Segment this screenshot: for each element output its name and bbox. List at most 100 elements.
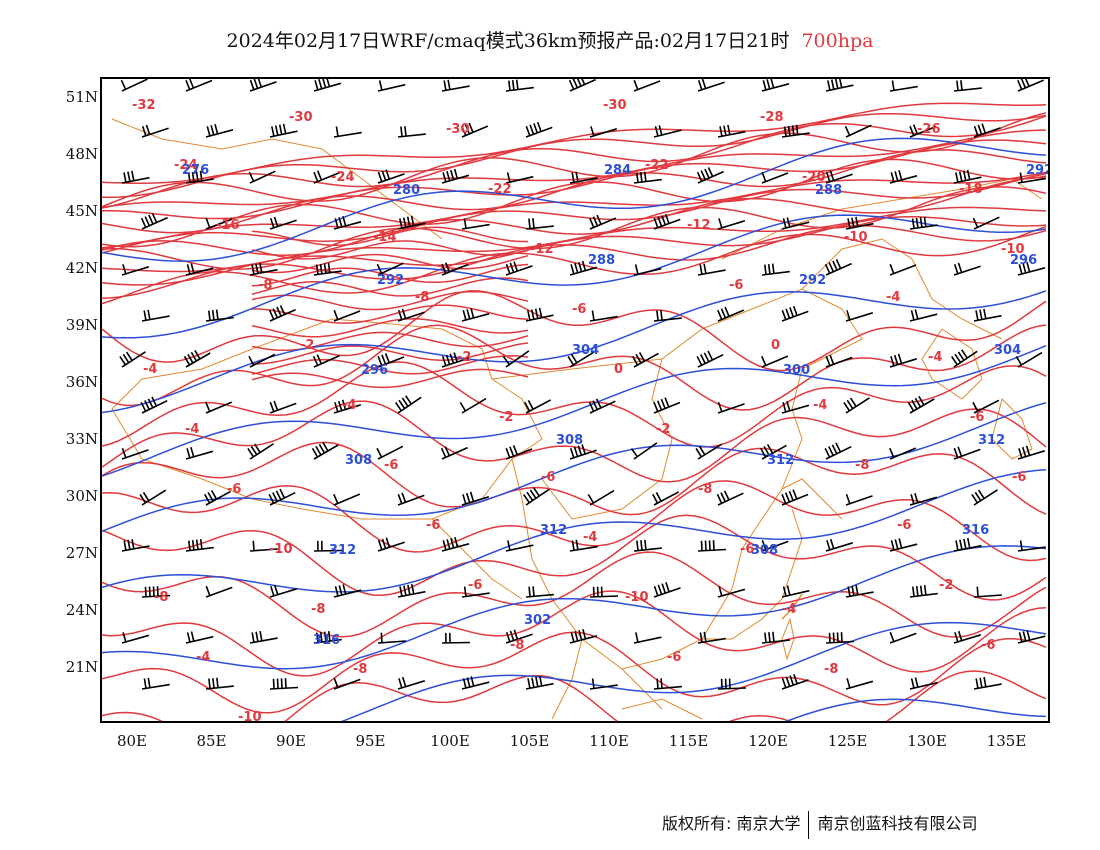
wind-barb (1017, 630, 1046, 644)
temperature-label: -6 (667, 650, 681, 665)
wind-barb (121, 264, 150, 276)
wind-barb (697, 540, 727, 552)
temperature-isoline (102, 400, 1047, 483)
wind-barb (587, 489, 615, 506)
temperature-label: -2 (457, 350, 471, 365)
wind-barb (205, 401, 233, 414)
wind-barb (759, 444, 787, 460)
wind-barb (951, 349, 978, 368)
wind-barb (459, 397, 487, 414)
wind-barb (248, 353, 276, 368)
wind-barb (121, 447, 149, 460)
temperature-isoline (102, 480, 1047, 562)
temperature-label: -30 (603, 98, 627, 113)
wind-barb (1017, 540, 1046, 552)
wind-barb (441, 352, 469, 368)
temperature-label: -6 (572, 302, 586, 317)
temperature-label: -8 (824, 662, 838, 677)
wind-barb (697, 79, 725, 92)
temperature-label: -4 (143, 362, 157, 377)
temperature-isoline (102, 551, 1047, 638)
wind-barb (633, 79, 661, 92)
temperature-label: -6 (981, 638, 995, 653)
lon-label: 125E (827, 732, 868, 750)
lat-label: 27N (65, 544, 98, 562)
temperature-isoline (102, 149, 1047, 234)
wind-barb (825, 354, 853, 368)
wind-barb (525, 121, 553, 138)
wind-barb (781, 585, 810, 598)
wind-barb (569, 539, 598, 552)
wind-barb (441, 632, 471, 644)
title-text: 2024年02月17日WRF/cmaq模式36km预报产品:02月17日21时 (226, 30, 790, 52)
wind-barb (953, 80, 982, 92)
wind-barb (567, 351, 595, 368)
wind-barb (205, 123, 234, 138)
lon-label: 110E (589, 732, 629, 750)
wind-barb (247, 443, 274, 460)
height-label: 276 (182, 163, 209, 178)
temperature-label: -10 (238, 710, 262, 721)
wind-barb (825, 538, 854, 552)
temperature-label: -16 (216, 218, 240, 233)
lon-label: 90E (275, 732, 307, 750)
temperature-isoline (102, 290, 1047, 372)
wind-barb (973, 586, 1002, 598)
wind-barb (716, 490, 744, 506)
wind-barb (461, 122, 489, 138)
wind-barb (312, 354, 340, 368)
wind-barb (461, 586, 490, 598)
temperature-label: -4 (782, 602, 796, 617)
lon-label: 120E (748, 732, 788, 750)
wind-barb (441, 168, 470, 184)
wind-barb (1017, 445, 1046, 460)
wind-barb (889, 80, 918, 92)
wind-barb (185, 170, 214, 184)
temperature-label: -4 (583, 530, 597, 545)
temperature-isoline (102, 172, 1047, 254)
temperature-label: -22 (645, 158, 669, 173)
height-label: 304 (994, 343, 1021, 358)
wind-barb (761, 539, 789, 552)
wind-barb (377, 80, 406, 92)
wind-barb (717, 124, 746, 138)
wind-barb (333, 309, 361, 322)
wind-barb (630, 442, 658, 460)
wind-barb (781, 305, 809, 322)
temperature-label: -30 (446, 122, 470, 137)
temperature-isoline (251, 355, 529, 375)
wind-barb (248, 170, 276, 184)
wind-barb (909, 585, 938, 598)
wind-barb (461, 218, 490, 230)
temperature-isoline (102, 171, 1047, 249)
wind-barb (697, 263, 726, 276)
temperature-label: 0 (771, 338, 780, 353)
temperature-isoline (102, 514, 1047, 601)
height-isoline (102, 545, 1047, 670)
lat-label: 45N (65, 202, 98, 220)
wind-barb (268, 305, 296, 322)
height-label: 296 (1010, 253, 1037, 268)
temperature-label: -28 (760, 110, 784, 125)
temperature-label: -6 (970, 410, 984, 425)
temperature-isoline (252, 342, 529, 365)
wind-barb (633, 632, 662, 644)
wind-barb (589, 126, 618, 138)
temperature-isoline (251, 318, 529, 338)
wind-barb (889, 538, 918, 552)
wind-barb (397, 215, 426, 230)
height-isoline (102, 137, 1047, 262)
wind-barb (397, 126, 426, 138)
wind-barb (889, 263, 917, 276)
wind-barb (953, 630, 982, 644)
wind-barb (249, 262, 278, 276)
height-label: 304 (572, 343, 599, 358)
wind-barb (525, 307, 554, 322)
wind-barb (141, 586, 171, 598)
wind-barb (395, 395, 422, 414)
wind-barb (761, 355, 789, 368)
temperature-label: -4 (928, 350, 942, 365)
wind-barb (653, 125, 682, 138)
wind-barb (205, 217, 233, 230)
wind-barb (505, 172, 534, 184)
